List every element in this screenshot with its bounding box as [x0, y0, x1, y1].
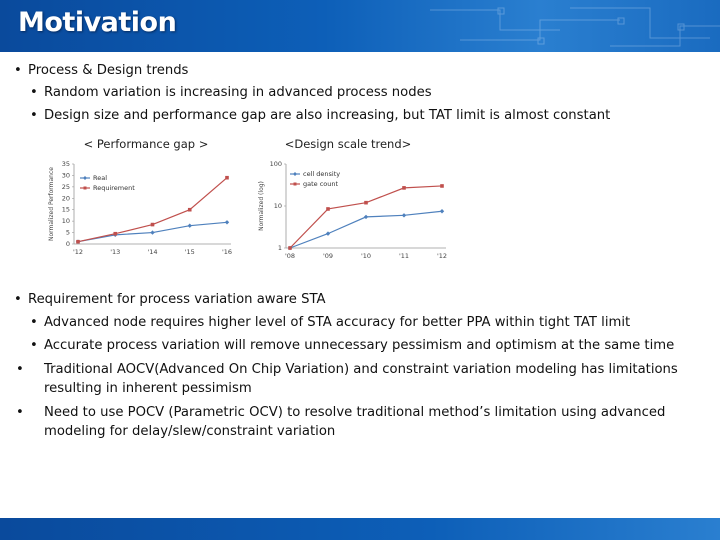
bullet-advanced-node: • Advanced node requires higher level of …	[30, 314, 700, 332]
bullet-requirement: • Requirement for process variation aware…	[14, 291, 326, 309]
legend-label: Real	[93, 174, 107, 182]
legend-marker	[83, 186, 87, 190]
legend-label: cell density	[303, 170, 340, 178]
bullet-marker: •	[14, 292, 22, 307]
legend-label: gate count	[303, 180, 339, 188]
bullet-random-variation: • Random variation is increasing in advan…	[30, 84, 432, 102]
chart-title: < Performance gap >	[84, 137, 209, 151]
bullet-need-pocv: • Need to use POCV (Parametric OCV) to re…	[16, 403, 716, 441]
y-tick-label: 10	[274, 202, 282, 210]
legend-marker	[293, 172, 297, 176]
x-tick-label: '10	[361, 252, 371, 260]
bullet-marker: •	[30, 85, 38, 100]
data-point	[225, 175, 229, 180]
data-point	[325, 231, 331, 236]
data-point	[364, 200, 368, 205]
y-tick-label: 0	[66, 240, 70, 248]
data-point	[439, 209, 445, 214]
legend-label: Requirement	[93, 184, 135, 192]
data-point	[363, 214, 369, 220]
performance-gap-chart: < Performance gap > 0 5 10 15 20 25 30 35 '12 '13 '…	[36, 134, 236, 270]
data-point	[76, 239, 80, 244]
data-point	[440, 184, 444, 188]
bullet-design-size: • Design size and performance gap are als…	[30, 107, 610, 125]
y-axis-label: Normalized Performance	[48, 167, 55, 241]
x-tick-label: '11	[399, 252, 409, 260]
y-tick-label: 5	[66, 229, 70, 237]
bullet-text: Need to use POCV (Parametric OCV) to res…	[44, 405, 666, 439]
design-scale-chart: <Design scale trend> 1 10 100 '08 '09 '10 '11 '1…	[246, 134, 450, 270]
x-tick-label: '09	[323, 252, 333, 260]
y-tick-label: 100	[270, 160, 282, 168]
y-tick-label: 15	[62, 206, 70, 214]
legend-marker	[293, 182, 297, 186]
x-tick-label: '14	[147, 248, 157, 256]
bullet-marker: •	[16, 405, 24, 420]
x-tick-label: '16	[222, 248, 232, 256]
bullet-text: Accurate process variation will remove u…	[44, 338, 675, 353]
bullet-accurate-variation: • Accurate process variation will remove …	[30, 337, 700, 355]
bullet-traditional-aocv: • Traditional AOCV(Advanced On Chip Varia…	[16, 360, 716, 398]
x-tick-label: '12	[437, 252, 447, 260]
bullet-marker: •	[30, 338, 38, 353]
design-scale-svg: <Design scale trend> 1 10 100 '08 '09 '10 '11 '1…	[258, 137, 447, 260]
data-point	[288, 246, 292, 250]
performance-gap-svg: < Performance gap > 0 5 10 15 20 25 30 35 '12 '13 '…	[48, 137, 232, 256]
bullet-marker: •	[16, 362, 24, 377]
bullet-text: Design size and performance gap are also…	[44, 108, 611, 123]
circuit-decoration	[430, 7, 720, 47]
slide-title: Motivation	[18, 7, 177, 38]
data-point	[326, 207, 330, 211]
bullet-marker: •	[30, 108, 38, 123]
y-tick-label: 10	[62, 217, 70, 225]
bullet-process-design: • Process & Design trends	[14, 62, 188, 80]
x-tick-label: '12	[73, 248, 83, 256]
bullet-text: Requirement for process variation aware …	[28, 292, 326, 307]
y-tick-label: 35	[62, 160, 70, 168]
data-point	[150, 222, 155, 227]
data-point	[150, 230, 155, 235]
data-point	[401, 213, 407, 218]
data-point	[224, 220, 230, 225]
bullet-text: Traditional AOCV(Advanced On Chip Variat…	[44, 362, 678, 396]
data-point	[187, 223, 192, 228]
y-tick-label: 1	[278, 244, 282, 252]
bullet-text: Advanced node requires higher level of S…	[44, 315, 631, 330]
footer-bar	[0, 518, 720, 540]
chart-title: <Design scale trend>	[285, 137, 412, 151]
bullet-text: Process & Design trends	[28, 63, 189, 78]
y-tick-label: 30	[62, 171, 70, 179]
title-bar: Motivation	[0, 0, 720, 52]
x-tick-label: '13	[110, 248, 120, 256]
x-tick-label: '15	[185, 248, 195, 256]
data-point	[402, 186, 406, 190]
x-tick-label: '08	[285, 252, 295, 260]
data-point	[113, 231, 118, 236]
y-tick-label: 25	[62, 183, 70, 191]
y-tick-label: 20	[62, 194, 70, 202]
bullet-marker: •	[30, 315, 38, 330]
legend-marker	[83, 176, 87, 180]
y-axis-label: Normalized (log)	[258, 181, 265, 231]
bullet-text: Random variation is increasing in advanc…	[44, 85, 432, 100]
bullet-marker: •	[14, 63, 22, 78]
data-point	[187, 207, 192, 212]
